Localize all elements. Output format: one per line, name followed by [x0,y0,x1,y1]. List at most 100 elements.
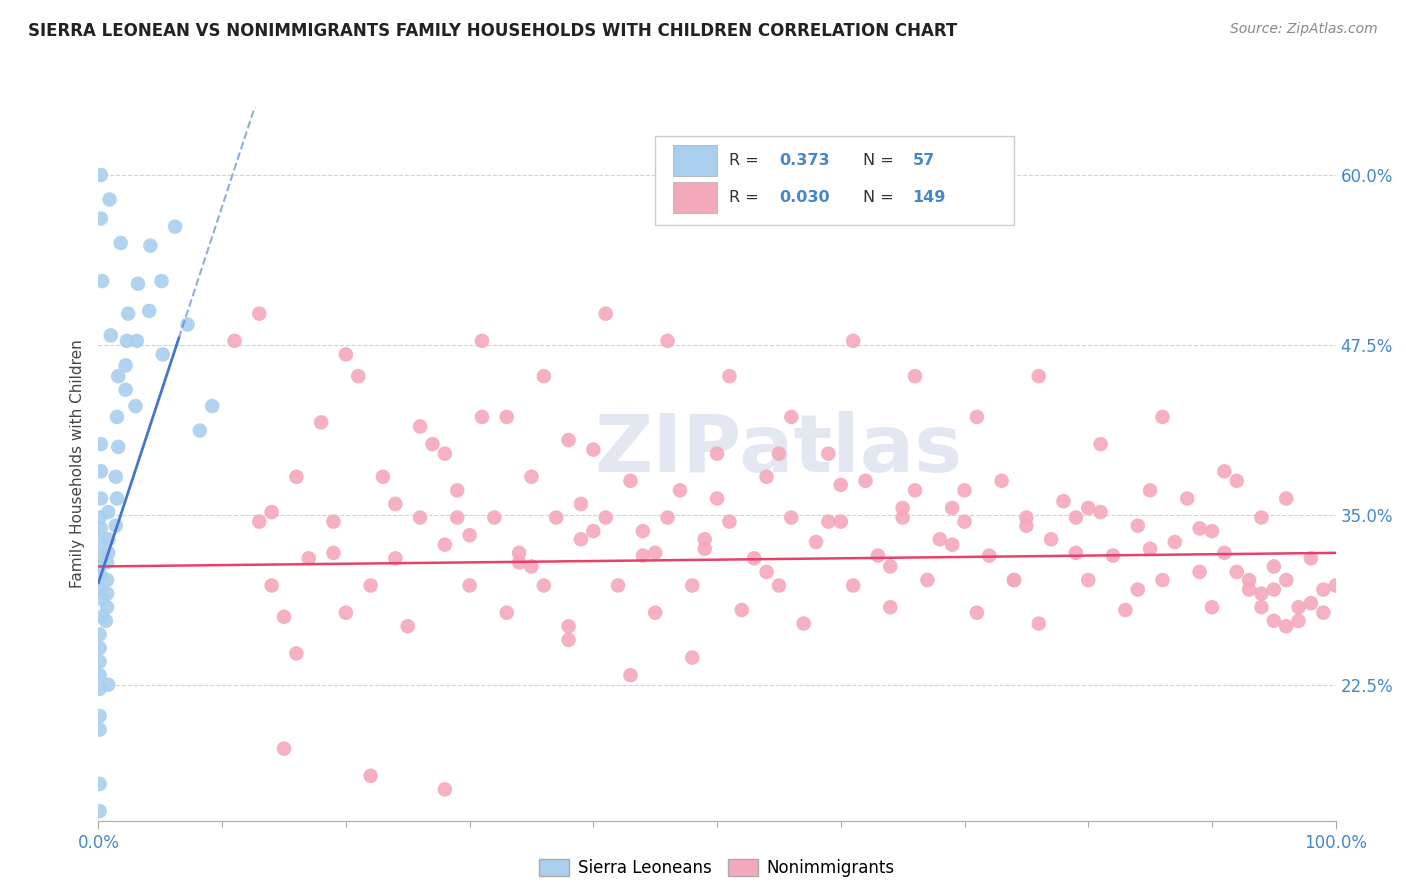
Point [842,578,865,592]
Point [595,307,617,321]
Point [755,469,778,483]
Point [298,551,321,566]
Point [1040,533,1063,547]
Point [681,650,703,665]
Point [458,528,481,542]
Point [793,616,815,631]
Point [1263,582,1285,597]
Point [1028,616,1050,631]
Point [322,515,344,529]
Point [484,510,506,524]
Point [1126,582,1149,597]
Point [105,491,128,506]
Text: SIERRA LEONEAN VS NONIMMIGRANTS FAMILY HOUSEHOLDS WITH CHILDREN CORRELATION CHAR: SIERRA LEONEAN VS NONIMMIGRANTS FAMILY H… [28,22,957,40]
Point [1175,491,1198,506]
Point [1237,582,1260,597]
Point [904,483,927,498]
Point [1028,369,1050,384]
Point [117,307,139,321]
Point [105,409,128,424]
Point [1114,603,1136,617]
Point [866,549,889,563]
Point [273,741,295,756]
Point [706,447,728,461]
Y-axis label: Family Households with Children: Family Households with Children [69,340,84,588]
Point [1064,546,1087,560]
Point [360,769,382,783]
Point [90,549,112,563]
Point [879,600,901,615]
Point [804,535,827,549]
Point [89,655,111,669]
Point [1263,614,1285,628]
Point [780,510,803,524]
Point [1064,510,1087,524]
Point [1090,437,1112,451]
Point [89,723,111,737]
Text: R =: R = [730,153,759,168]
Point [891,501,914,516]
Point [495,409,517,424]
Point [1002,573,1025,587]
Point [941,501,963,516]
Point [657,334,679,348]
Point [89,559,111,574]
Text: 0.373: 0.373 [779,153,830,168]
Point [830,515,852,529]
Point [693,541,716,556]
Point [98,193,121,207]
Point [891,510,914,524]
Point [979,549,1001,563]
Point [644,606,666,620]
Point [1299,551,1322,566]
Text: N =: N = [863,190,894,205]
Point [115,334,138,348]
Point [533,369,555,384]
Point [165,219,187,234]
Point [1015,510,1038,524]
Point [1201,524,1223,538]
Point [89,627,111,641]
Point [830,478,852,492]
Point [644,546,666,560]
Point [384,497,406,511]
Point [1077,573,1099,587]
Point [768,447,790,461]
Text: N =: N = [863,153,894,168]
Point [879,559,901,574]
Point [953,515,976,529]
Point [94,614,117,628]
Point [1324,578,1347,592]
Point [546,510,568,524]
Point [693,533,716,547]
Point [89,640,111,655]
Point [89,681,111,696]
Point [176,318,198,332]
Point [90,437,112,451]
Point [90,491,112,506]
Point [595,510,617,524]
Point [1152,409,1174,424]
Point [508,546,530,560]
Text: 149: 149 [912,190,946,205]
Point [1226,565,1249,579]
Point [520,559,543,574]
Point [928,533,950,547]
Point [742,551,765,566]
Point [458,578,481,592]
Point [335,347,357,361]
FancyBboxPatch shape [672,145,717,177]
Point [107,369,129,384]
Point [104,518,127,533]
Point [96,587,118,601]
Point [150,274,173,288]
Point [446,483,468,498]
Point [966,409,988,424]
Point [224,334,246,348]
Point [422,437,444,451]
Point [89,777,111,791]
Point [89,582,111,597]
FancyBboxPatch shape [672,182,717,213]
Point [125,334,148,348]
Point [335,606,357,620]
